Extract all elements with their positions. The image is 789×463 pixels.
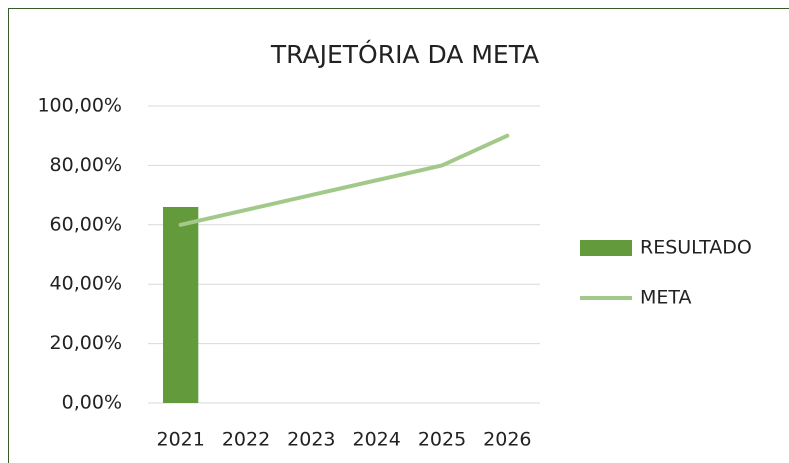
y-tick-label: 80,00% [50, 154, 122, 176]
chart-border [8, 8, 789, 463]
legend-label: META [640, 287, 692, 309]
legend-swatch [580, 240, 632, 256]
x-tick-label: 2025 [418, 429, 466, 451]
y-tick-label: 100,00% [37, 95, 122, 117]
y-tick-label: 60,00% [50, 213, 122, 235]
x-tick-label: 2021 [156, 429, 204, 451]
x-tick-label: 2023 [287, 429, 335, 451]
bar [163, 206, 199, 403]
x-tick-label: 2026 [483, 429, 531, 451]
x-tick-label: 2024 [352, 429, 400, 451]
y-tick-label: 0,00% [62, 392, 122, 414]
chart-title: TRAJETÓRIA DA META [270, 39, 539, 69]
x-tick-label: 2022 [222, 429, 270, 451]
y-tick-label: 40,00% [50, 273, 122, 295]
y-tick-label: 20,00% [50, 332, 122, 354]
legend-label: RESULTADO [640, 237, 752, 259]
line [178, 133, 510, 227]
